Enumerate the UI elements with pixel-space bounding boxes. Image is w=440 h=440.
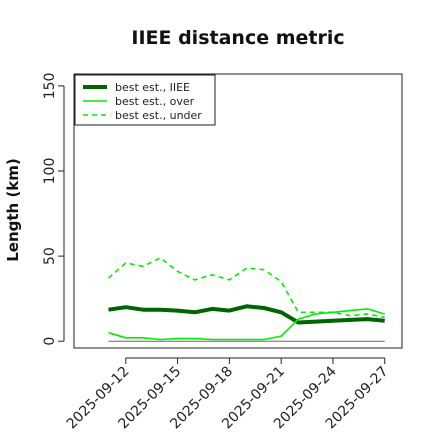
y-axis: 0 50 100 150 <box>42 73 65 346</box>
y-tick-label: 0 <box>42 337 58 346</box>
y-tick-label: 50 <box>42 247 58 265</box>
y-axis-label: Length (km) <box>4 158 22 262</box>
legend-label-2: best est., under <box>115 109 202 122</box>
legend-box <box>74 74 216 126</box>
plot-frame <box>73 73 403 349</box>
series-line-2 <box>107 256 385 319</box>
series-layer <box>107 256 385 341</box>
series-line-0 <box>108 304 385 325</box>
legend-label-0: best est., IIEE <box>115 81 190 94</box>
chart-title: IIEE distance metric <box>131 27 344 49</box>
y-tick-label: 150 <box>42 73 58 100</box>
legend-label-1: best est., over <box>115 95 195 108</box>
y-tick-label: 100 <box>42 158 58 185</box>
series-line-1 <box>108 308 385 341</box>
x-axis: 2025-09-122025-09-152025-09-182025-09-21… <box>64 357 392 432</box>
